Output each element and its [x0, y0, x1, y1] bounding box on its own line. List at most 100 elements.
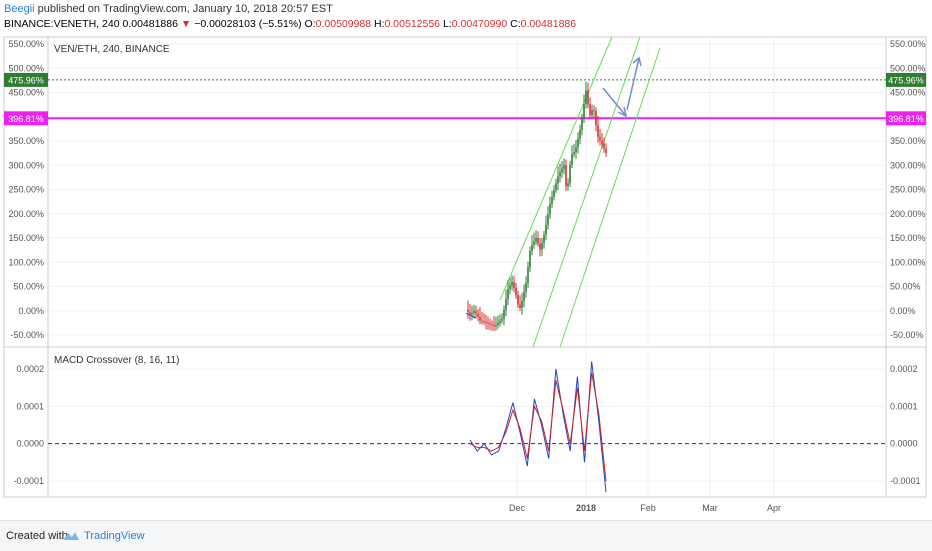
high-label: H:: [374, 18, 385, 30]
y-tick-label: 300.00%: [8, 160, 44, 170]
x-tick-label: Apr: [767, 503, 781, 513]
candle-body: [555, 183, 557, 191]
level-tag-left: [4, 111, 48, 126]
author-link[interactable]: Beegii: [4, 3, 35, 15]
y-tick-label: 250.00%: [8, 185, 44, 195]
candle-body: [597, 125, 599, 137]
y-tick-label: -50.00%: [890, 330, 924, 340]
up-projection-arrow: [626, 56, 642, 111]
candle-body: [513, 281, 515, 288]
y-tick-label: 100.00%: [8, 257, 44, 267]
candle-body: [581, 118, 583, 130]
close-value: 0.00481886: [520, 18, 577, 30]
candle-body: [565, 165, 567, 187]
horizontal-levels[interactable]: 475.96% 475.96% 396.81% 396.81%: [4, 72, 926, 126]
y-tick-label: 500.00%: [8, 63, 44, 73]
y-tick-label: 0.00%: [18, 306, 44, 316]
chart-canvas[interactable]: 550.00%500.00%450.00%400.00%350.00%300.0…: [0, 0, 932, 520]
macd-line: [469, 361, 607, 493]
macd-tick-label: 0.0001: [16, 401, 44, 411]
candle-body: [591, 110, 593, 115]
price-pane-title: VEN/ETH, 240, BINANCE: [54, 44, 170, 55]
candle-body: [535, 238, 537, 242]
candle-body: [517, 294, 519, 305]
candle-body: [557, 176, 559, 184]
macd-lines: [469, 361, 607, 493]
candle-body: [575, 147, 577, 153]
candle-body: [501, 318, 503, 321]
candle-body: [569, 164, 571, 184]
y-tick-label: 450.00%: [8, 88, 44, 98]
level-tag-left: [4, 72, 48, 87]
down-projection-arrow: [602, 87, 628, 118]
candle-body: [603, 143, 605, 149]
price-pane-frame: [3, 36, 927, 348]
candle-body: [483, 321, 485, 323]
trend-channel[interactable]: [499, 36, 661, 348]
y-tick-label: 200.00%: [890, 209, 926, 219]
y-tick-label: 100.00%: [890, 257, 926, 267]
macd-tick-label: -0.0001: [13, 476, 44, 486]
candle-body: [503, 309, 505, 319]
candle-body: [469, 312, 471, 315]
candle-body: [571, 154, 573, 165]
macd-pane-title: MACD Crossover (8, 16, 11): [54, 355, 179, 366]
candle-body: [533, 241, 535, 245]
candle-body: [589, 104, 591, 115]
time-axis: Dec 2018 Feb Mar Apr: [509, 503, 781, 513]
high-value: 0.00512556: [384, 18, 441, 30]
level-label-right: 396.81%: [888, 114, 924, 124]
tradingview-brand-link[interactable]: TradingView: [84, 530, 145, 542]
symbol-info-line: BINANCE:VENETH, 240 0.00481886 ▼ −0.0002…: [4, 18, 576, 30]
candle-body: [527, 267, 529, 283]
candle-body: [515, 287, 517, 295]
projection-arrows[interactable]: [602, 56, 642, 118]
candle-body: [551, 197, 553, 205]
candle-body: [567, 183, 569, 187]
low-value: 0.00470990: [451, 18, 508, 30]
candle-body: [529, 250, 531, 268]
level-label-right: 475.96%: [888, 75, 924, 85]
candle-body: [559, 172, 561, 177]
candle-body: [511, 281, 513, 286]
level-tag-right: [886, 111, 926, 126]
published-text: published on TradingView.com, January 10…: [37, 3, 333, 15]
candlestick-series: [465, 81, 607, 332]
x-tick-label: 2018: [576, 503, 596, 513]
candle-body: [541, 242, 543, 250]
y-tick-label: 450.00%: [890, 88, 926, 98]
symbol-label: BINANCE:VENETH, 240: [4, 18, 120, 30]
open-value: 0.00509988: [315, 18, 372, 30]
candle-body: [549, 204, 551, 215]
candle-body: [487, 322, 489, 324]
level-tag-right: [886, 72, 926, 87]
y-tick-label: 550.00%: [890, 39, 926, 49]
macd-tick-label: 0.0000: [890, 439, 918, 449]
candle-body: [499, 320, 501, 323]
candle-body: [521, 301, 523, 308]
channel-line: [559, 47, 661, 348]
candle-body: [573, 152, 575, 155]
candle-body: [523, 291, 525, 302]
candle-body: [509, 285, 511, 289]
candle-body: [519, 304, 521, 308]
last-price: 0.00481886: [122, 18, 178, 30]
down-arrow-icon: ▼: [180, 18, 192, 30]
candle-body: [563, 165, 565, 169]
level-label-left: 475.96%: [8, 75, 44, 85]
candle-body: [601, 140, 603, 144]
candle-body: [491, 324, 493, 326]
level-label-left: 396.81%: [8, 114, 44, 124]
tradingview-logo-icon[interactable]: [62, 529, 80, 543]
candle-body: [599, 136, 601, 141]
macd-tick-label: -0.0001: [890, 476, 921, 486]
y-tick-label: 350.00%: [8, 136, 44, 146]
macd-axis: 0.0002 0.0002 0.0001 0.0001 0.0000 0.0000 -0.0…: [13, 364, 920, 486]
y-tick-label: 500.00%: [890, 63, 926, 73]
macd-tick-label: 0.0000: [16, 439, 44, 449]
candle-body: [547, 214, 549, 225]
macd-pane-frame: [3, 346, 927, 498]
low-label: L:: [442, 18, 452, 30]
candle-body: [467, 309, 469, 313]
candle-body: [473, 311, 475, 313]
